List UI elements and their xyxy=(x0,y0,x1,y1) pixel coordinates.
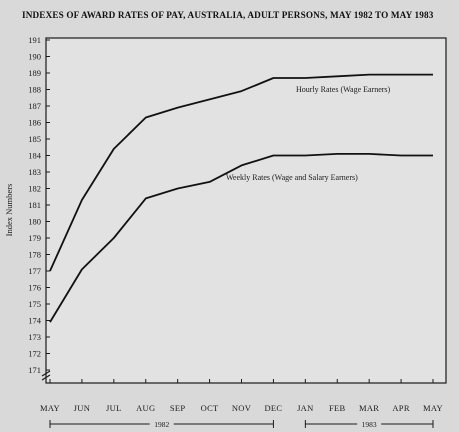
x-tick-label: FEB xyxy=(329,403,346,413)
y-tick-label: 188 xyxy=(28,85,41,95)
y-tick-label: 179 xyxy=(28,233,41,243)
x-tick-label: OCT xyxy=(201,403,219,413)
y-tick-label: 175 xyxy=(28,299,41,309)
year-label: 1982 xyxy=(154,420,169,429)
hourly-rates-line xyxy=(49,73,433,272)
y-axis-label: Index Numbers xyxy=(4,184,14,237)
series-labels: Hourly Rates (Wage Earners) Weekly Rates … xyxy=(226,85,391,182)
y-tick-label: 182 xyxy=(28,184,41,194)
year-label-bg xyxy=(357,418,382,428)
y-tick-label: 181 xyxy=(28,200,41,210)
y-tick-label: 176 xyxy=(28,283,41,293)
y-tick-label: 174 xyxy=(28,316,42,326)
y-tick-label: 184 xyxy=(28,151,42,161)
series-lines xyxy=(49,73,433,323)
x-tick-label: JUN xyxy=(74,403,91,413)
y-tick-label: 190 xyxy=(28,52,41,62)
y-tick-label: 191 xyxy=(28,35,41,45)
y-tick-label: 171 xyxy=(28,365,41,375)
y-tick-label: 189 xyxy=(28,68,41,78)
x-tick-label: SEP xyxy=(170,403,186,413)
hourly-rates-label: Hourly Rates (Wage Earners) xyxy=(296,85,391,94)
plot-frame xyxy=(45,37,447,384)
y-tick-label: 186 xyxy=(28,118,41,128)
y-tick-label: 180 xyxy=(28,217,41,227)
x-tick-label: NOV xyxy=(232,403,252,413)
y-tick-label: 185 xyxy=(28,134,41,144)
x-tick-label: MAR xyxy=(359,403,379,413)
x-tick-label: JUL xyxy=(106,403,122,413)
year-label-bg xyxy=(149,418,174,428)
chart-title: INDEXES OF AWARD RATES OF PAY, AUSTRALIA… xyxy=(22,10,434,20)
axis-break-mark xyxy=(41,370,51,381)
y-tick-label: 172 xyxy=(28,349,41,359)
x-axis-ticks: MAY JUN JUL AUG SEP OCT NOV DEC JAN FEB MAR APR MAY xyxy=(40,379,443,413)
weekly-rates-line xyxy=(49,153,433,323)
y-tick-label: 187 xyxy=(28,101,41,111)
x-tick-label: MAY xyxy=(423,403,443,413)
x-tick-label: AUG xyxy=(136,403,155,413)
y-tick-label: 177 xyxy=(28,266,41,276)
y-tick-label: 173 xyxy=(28,332,41,342)
year-groups: 1982 1983 xyxy=(49,418,434,429)
x-tick-label: JAN xyxy=(297,403,314,413)
x-tick-label: MAY xyxy=(40,403,60,413)
x-tick-label: APR xyxy=(392,403,409,413)
weekly-rates-label: Weekly Rates (Wage and Salary Earners) xyxy=(226,173,358,182)
y-axis-ticks: 171 172 173 174 175 176 177 178 179 180 181 182 183 1… xyxy=(28,35,51,381)
y-tick-label: 183 xyxy=(28,167,41,177)
y-tick-label: 178 xyxy=(28,250,41,260)
x-tick-label: DEC xyxy=(264,403,282,413)
year-label: 1983 xyxy=(362,420,377,429)
